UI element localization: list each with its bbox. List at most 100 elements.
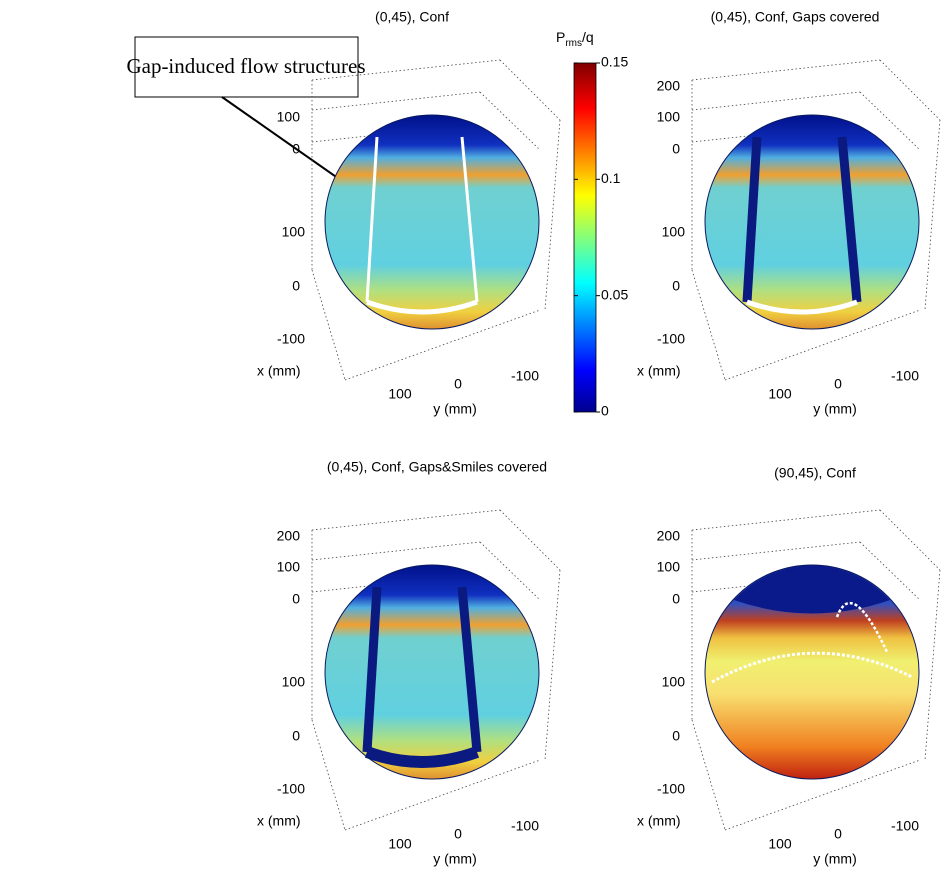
axis-box <box>691 59 881 81</box>
axis-box <box>879 59 941 121</box>
x-tick-label: 0 <box>672 728 680 744</box>
y-tick-label: -100 <box>891 818 919 834</box>
axis-box <box>691 509 881 531</box>
y-tick-label: 100 <box>388 836 412 852</box>
axis-box <box>691 719 726 831</box>
x-tick-label: 100 <box>662 674 686 690</box>
axis-box <box>344 309 541 381</box>
panel-title: (90,45), Conf <box>774 465 856 481</box>
sphere-surface <box>705 565 919 779</box>
z-tick-label: 0 <box>292 141 300 157</box>
gap-line <box>835 601 889 653</box>
x-tick-label: 100 <box>282 224 306 240</box>
x-axis-label: x (mm) <box>257 813 301 829</box>
axis-box <box>311 719 346 831</box>
axis-box <box>311 509 501 531</box>
colorbar-scale <box>573 62 597 413</box>
annotation: Gap-induced flow structures <box>126 36 380 207</box>
z-tick-label: 100 <box>277 109 301 125</box>
x-axis-label: x (mm) <box>637 813 681 829</box>
z-tick-label: 100 <box>657 559 681 575</box>
y-tick-label: -100 <box>511 368 539 384</box>
sphere-outline <box>704 114 920 330</box>
y-tick-label: 0 <box>834 376 842 392</box>
panel: (0,45), Conf, Gaps&Smiles covered 200 100 0… <box>257 459 561 867</box>
axis-box <box>499 509 561 571</box>
axis-box <box>311 269 346 381</box>
z-tick-label: 0 <box>292 591 300 607</box>
z-tick-label: 100 <box>277 559 301 575</box>
sphere-cap <box>734 566 890 614</box>
annotation-text: Gap-induced flow structures <box>126 54 365 78</box>
axis-box <box>724 309 921 381</box>
panel-title: (0,45), Conf, Gaps covered <box>711 9 880 25</box>
axis-box <box>724 759 921 831</box>
panel-title: (0,45), Conf <box>375 9 449 25</box>
axis-box <box>879 509 941 571</box>
gap-line <box>742 136 762 303</box>
gap-line <box>837 136 862 303</box>
sphere-outline <box>324 114 540 330</box>
y-tick-label: -100 <box>891 368 919 384</box>
axis-box <box>344 759 541 831</box>
smile-line <box>366 299 478 315</box>
x-tick-label: 100 <box>662 224 686 240</box>
axis-box <box>924 569 941 761</box>
panel-title: (0,45), Conf, Gaps&Smiles covered <box>327 459 547 475</box>
y-tick-label: 0 <box>454 826 462 842</box>
x-tick-label: -100 <box>657 781 685 797</box>
x-tick-label: -100 <box>277 331 305 347</box>
sphere-surface <box>325 115 539 329</box>
y-axis-label: y (mm) <box>813 401 857 417</box>
sphere-surface <box>325 565 539 779</box>
gap-line <box>365 136 379 303</box>
panel: (0,45), Conf 100 0 100 0 -100 x (mm) 100 0 -100 y … <box>257 9 561 417</box>
smile-line <box>364 746 480 768</box>
z-tick-label: 200 <box>657 528 681 544</box>
colorbar-tick-label: 0.15 <box>601 54 628 70</box>
colorbar-label: Prms/q <box>556 29 594 49</box>
x-tick-label: 0 <box>292 728 300 744</box>
z-tick-label: 100 <box>657 109 681 125</box>
x-tick-label: 0 <box>672 278 680 294</box>
smile-line <box>746 299 858 315</box>
z-tick-label: 0 <box>672 591 680 607</box>
x-axis-label: x (mm) <box>257 363 301 379</box>
y-axis-label: y (mm) <box>433 851 477 867</box>
x-tick-label: 0 <box>292 278 300 294</box>
gap-line <box>362 586 382 753</box>
y-tick-label: 100 <box>388 386 412 402</box>
colorbar-tick-label: 0.05 <box>601 286 628 302</box>
axis-box <box>311 541 481 561</box>
axis-box <box>691 269 726 381</box>
z-tick-label: 0 <box>672 141 680 157</box>
sphere-surface <box>705 115 919 329</box>
y-axis-label: y (mm) <box>813 851 857 867</box>
axis-box <box>311 91 481 111</box>
panel: (90,45), Conf 200 100 0 100 0 -100 x (mm) 100 0 -1… <box>637 465 941 867</box>
x-axis-label: x (mm) <box>637 363 681 379</box>
y-tick-label: 100 <box>768 386 792 402</box>
colorbar: Prms/q 0 0.05 0.1 0.15 <box>556 29 628 419</box>
z-tick-label: 200 <box>657 78 681 94</box>
y-tick-label: -100 <box>511 818 539 834</box>
smile-line <box>711 651 913 684</box>
y-tick-label: 0 <box>454 376 462 392</box>
y-tick-label: 100 <box>768 836 792 852</box>
colorbar-tick-label: 0 <box>601 403 609 419</box>
sphere-outline <box>324 564 540 780</box>
x-tick-label: -100 <box>277 781 305 797</box>
x-tick-label: -100 <box>657 331 685 347</box>
colorbar-tick-label: 0.1 <box>601 170 621 186</box>
y-tick-label: 0 <box>834 826 842 842</box>
annotation-box <box>134 36 359 98</box>
z-tick-label: 200 <box>277 528 301 544</box>
axis-box <box>544 119 561 311</box>
axis-box <box>924 119 941 311</box>
axis-box <box>691 541 861 561</box>
y-axis-label: y (mm) <box>433 401 477 417</box>
axis-box <box>691 91 861 111</box>
gap-line <box>457 586 482 753</box>
sphere-outline <box>704 564 920 780</box>
